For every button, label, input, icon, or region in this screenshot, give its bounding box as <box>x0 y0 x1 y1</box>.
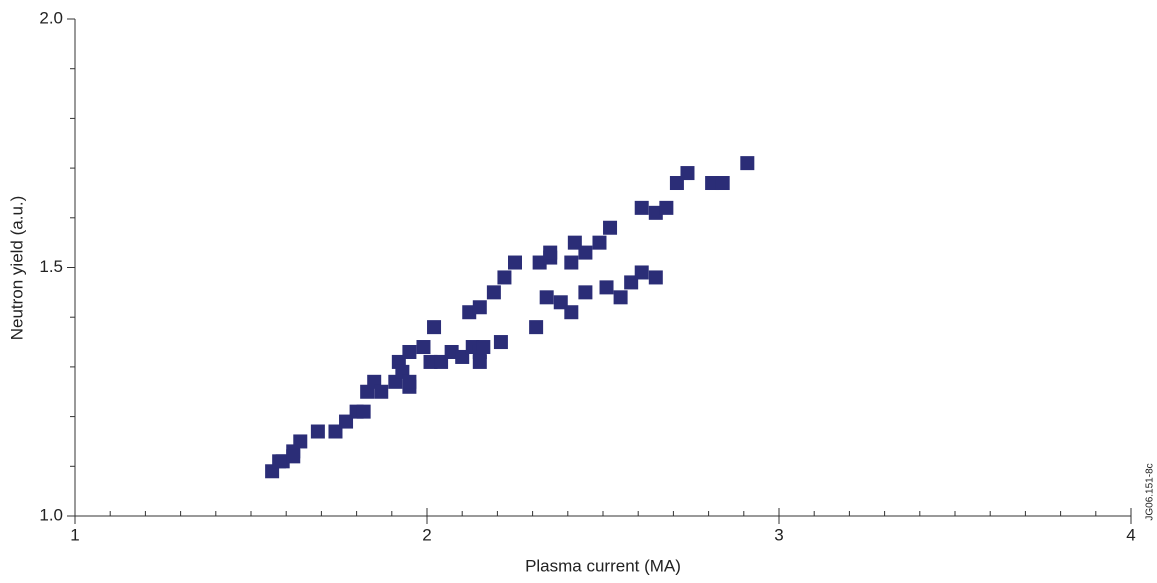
point <box>613 290 628 305</box>
point <box>472 300 487 315</box>
y-tick-label: 1.0 <box>39 505 63 524</box>
point <box>564 255 579 270</box>
point <box>472 354 487 369</box>
point <box>564 305 579 320</box>
point <box>497 270 512 285</box>
point <box>634 265 649 280</box>
side-note: JG06.151-8c <box>1145 463 1156 520</box>
point <box>659 200 674 215</box>
x-tick-label: 3 <box>774 525 783 544</box>
point <box>402 344 417 359</box>
x-tick-label: 1 <box>70 525 79 544</box>
point <box>339 414 354 429</box>
point <box>416 340 431 355</box>
point <box>402 374 417 389</box>
point <box>705 176 720 191</box>
point <box>592 235 607 250</box>
point <box>532 255 547 270</box>
point <box>578 245 593 260</box>
point <box>603 220 618 235</box>
x-tick-label: 2 <box>422 525 431 544</box>
point <box>624 275 639 290</box>
y-axis-label: Neutron yield (a.u.) <box>7 196 26 341</box>
point <box>286 449 301 464</box>
y-tick-label: 2.0 <box>39 8 63 27</box>
point <box>462 305 477 320</box>
point <box>374 384 389 399</box>
point <box>578 285 593 300</box>
point <box>648 270 663 285</box>
point <box>328 424 343 439</box>
y-tick-label: 1.5 <box>39 257 63 276</box>
point <box>310 424 325 439</box>
point <box>715 176 730 191</box>
point <box>599 280 614 295</box>
point <box>648 205 663 220</box>
x-tick-label: 4 <box>1126 525 1135 544</box>
point <box>434 354 449 369</box>
point <box>455 349 470 364</box>
point <box>293 434 308 449</box>
point <box>356 404 371 419</box>
point <box>553 295 568 310</box>
point <box>740 156 755 171</box>
point <box>423 354 438 369</box>
point <box>427 320 442 335</box>
x-axis-label: Plasma current (MA) <box>525 556 681 575</box>
point <box>486 285 501 300</box>
point <box>634 200 649 215</box>
point <box>669 176 684 191</box>
point <box>680 166 695 181</box>
point <box>539 290 554 305</box>
point <box>567 235 582 250</box>
point <box>493 335 508 350</box>
point <box>543 245 558 260</box>
point <box>275 454 290 469</box>
point <box>476 340 491 355</box>
point <box>508 255 522 270</box>
point <box>529 320 544 335</box>
point <box>444 344 459 359</box>
